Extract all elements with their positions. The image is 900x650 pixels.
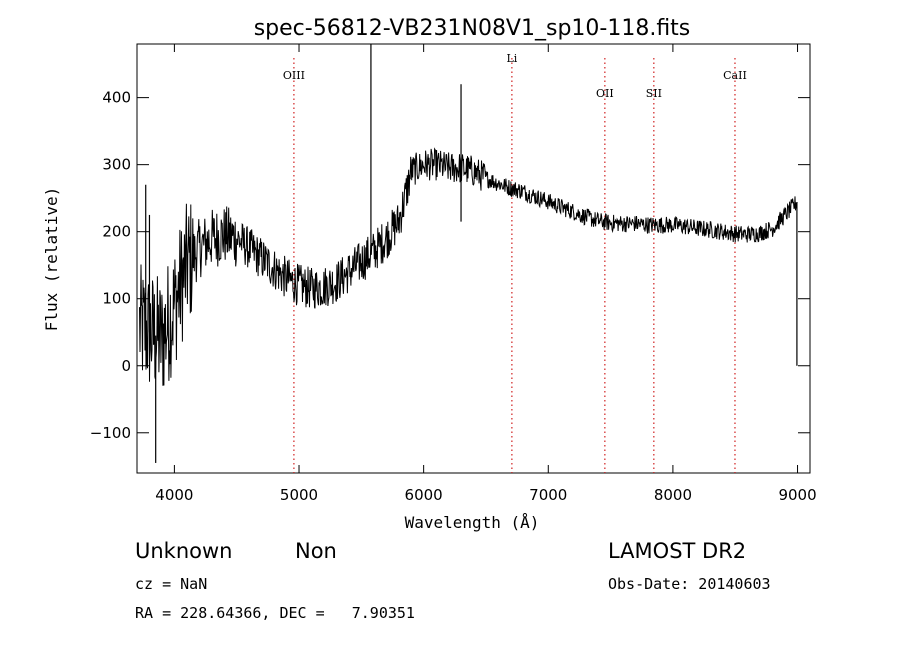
- y-tick-label: −100: [90, 424, 131, 442]
- y-tick-label: 100: [102, 290, 131, 308]
- chart-title: spec-56812-VB231N08V1_sp10-118.fits: [254, 16, 691, 41]
- spectral-line-markers: OIII Li OII SII CaII: [283, 52, 747, 473]
- obs-date: Obs-Date: 20140603: [608, 575, 771, 593]
- spectrum-spikes: [145, 44, 798, 463]
- x-tick-label: 8000: [654, 486, 692, 504]
- y-tick-label: 300: [102, 156, 131, 174]
- y-tick-label: 400: [102, 89, 131, 107]
- x-tick-label: 5000: [280, 486, 318, 504]
- ra-dec-coordinates: RA = 228.64366, DEC = 7.90351: [135, 604, 415, 622]
- spectrum-line: [139, 147, 798, 386]
- x-tick-label: 7000: [529, 486, 567, 504]
- subclass-label: Non: [295, 539, 337, 563]
- y-tick-label: 0: [121, 357, 131, 375]
- marker-label: SII: [646, 87, 662, 100]
- marker-label: OIII: [283, 69, 305, 82]
- x-tick-label: 9000: [778, 486, 816, 504]
- x-tick-label: 4000: [155, 486, 193, 504]
- axes: 4000 5000 6000 7000 8000 9000 −100 0 100 200 300 40…: [90, 44, 817, 504]
- x-tick-label: 6000: [405, 486, 443, 504]
- y-tick-label: 200: [102, 223, 131, 241]
- y-axis-label: Flux (relative): [42, 187, 61, 332]
- marker-label: OII: [596, 87, 614, 100]
- marker-label: CaII: [723, 69, 747, 82]
- class-label: Unknown: [135, 539, 233, 563]
- marker-label: Li: [506, 52, 517, 65]
- x-axis-label: Wavelength (Å): [405, 513, 540, 532]
- survey-label: LAMOST DR2: [608, 539, 747, 563]
- cz-value: cz = NaN: [135, 575, 208, 593]
- plot-frame: [136, 43, 811, 474]
